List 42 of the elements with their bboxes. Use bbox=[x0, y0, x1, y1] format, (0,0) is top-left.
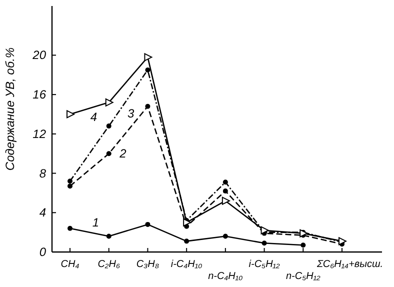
point bbox=[145, 222, 150, 227]
point bbox=[222, 188, 228, 194]
x-tick-label: C₃H₈ bbox=[136, 259, 160, 270]
point bbox=[145, 104, 150, 109]
x-tick-label: C₂H₆ bbox=[98, 259, 120, 270]
y-tick-label: 8 bbox=[39, 166, 46, 180]
x-tick-label: ΣC₆H₁₄+высш. bbox=[316, 259, 384, 270]
point bbox=[300, 242, 306, 248]
point bbox=[105, 98, 114, 106]
point bbox=[106, 124, 112, 129]
point bbox=[338, 237, 346, 246]
point bbox=[68, 178, 72, 184]
point bbox=[144, 53, 152, 62]
point bbox=[222, 234, 228, 239]
point bbox=[222, 180, 228, 185]
point bbox=[183, 218, 192, 226]
x-tick-label: i-C₅H₁₂ bbox=[248, 259, 280, 270]
point bbox=[66, 110, 74, 118]
point bbox=[262, 240, 267, 246]
y-tick-label: 20 bbox=[32, 48, 46, 62]
x-tick-label: n-C₄H₁₀ bbox=[208, 271, 243, 282]
point bbox=[184, 238, 190, 244]
series-label: 2 bbox=[118, 146, 127, 161]
x-tick-label: n-C₅H₁₂ bbox=[286, 271, 320, 282]
point bbox=[106, 151, 112, 156]
series-label: 3 bbox=[127, 106, 134, 120]
x-tick-label: CH₄ bbox=[60, 259, 80, 270]
series-label: 4 bbox=[90, 110, 98, 124]
y-tick-label: 16 bbox=[32, 88, 46, 102]
point bbox=[260, 226, 269, 234]
y-tick-label: 12 bbox=[32, 126, 46, 141]
point bbox=[106, 234, 112, 239]
point bbox=[222, 196, 230, 205]
y-axis-title: Содержание УВ, об.% bbox=[3, 47, 17, 171]
y-tick-label: 4 bbox=[39, 206, 46, 220]
y-tick-label: 0 bbox=[39, 245, 46, 259]
point bbox=[145, 67, 150, 72]
point bbox=[68, 226, 72, 231]
series-label: 1 bbox=[92, 215, 100, 230]
x-tick-label: i-C₄H₁₀ bbox=[170, 259, 202, 270]
point bbox=[68, 184, 72, 189]
point bbox=[300, 229, 308, 238]
